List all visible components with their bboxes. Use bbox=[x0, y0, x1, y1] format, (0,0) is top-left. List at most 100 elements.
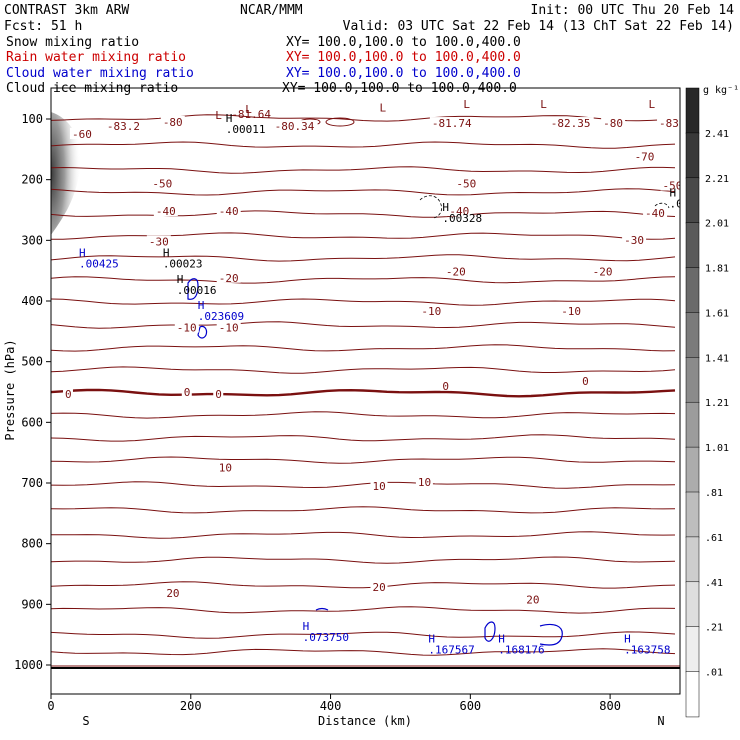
isotherm-line bbox=[51, 141, 676, 149]
contour-label: -50 bbox=[152, 178, 172, 191]
isotherm-line bbox=[51, 366, 676, 374]
contour-label: -20 bbox=[446, 266, 466, 279]
colorbar-swatch bbox=[685, 267, 700, 314]
colorbar-label: .81 bbox=[705, 488, 723, 499]
contour-label: -70 bbox=[635, 150, 655, 163]
contour-label: -10 bbox=[177, 322, 197, 335]
contour-label-bg bbox=[454, 177, 479, 189]
extremum-value: .00425 bbox=[79, 258, 119, 271]
colorbar-label: 1.41 bbox=[705, 353, 729, 364]
contour-label-bg bbox=[153, 205, 178, 217]
extremum-value: .00011 bbox=[226, 123, 266, 136]
colorbar-swatch bbox=[685, 177, 700, 224]
snow-shading bbox=[51, 112, 81, 235]
extremum-value: .00023 bbox=[163, 258, 203, 271]
colorbar-swatch bbox=[685, 401, 700, 448]
field-label-rain: Rain water mixing ratio bbox=[6, 50, 186, 65]
contour-label-bg bbox=[213, 388, 224, 400]
contour-label: -20 bbox=[593, 266, 613, 279]
contour-label-bg bbox=[174, 321, 199, 333]
contour-labels: -80 -83.2 -80.34 -81.74 -82.35 -80 -83.6 -60 -70… bbox=[62, 115, 683, 606]
contour-label-bg bbox=[429, 117, 475, 129]
contour-label: 10 bbox=[219, 462, 232, 475]
organization-label: NCAR/MMM bbox=[240, 3, 303, 18]
contour-label-bg bbox=[164, 587, 182, 599]
isotherm-line bbox=[51, 232, 676, 240]
colorbar-label: .21 bbox=[705, 623, 723, 634]
field-label-snow: Snow mixing ratio bbox=[6, 35, 139, 50]
extrema-markers: LLL L L L-81.64H.00011H.00328H.000H.00023H.… bbox=[79, 98, 680, 657]
extremum-value: .167567 bbox=[428, 644, 474, 657]
field-xy-rain: XY= 100.0,100.0 to 100.0,400.0 bbox=[286, 50, 521, 65]
extremum-mark: L bbox=[649, 98, 656, 111]
init-time: Init: 00 UTC Thu 20 Feb 14 bbox=[531, 3, 735, 18]
contour-label: -50 bbox=[663, 180, 683, 193]
colorbar: 2.41 2.21 2.01 1.81 1.61 1.41 1.21 1.01 .81 .61 .4… bbox=[685, 87, 729, 718]
contour-label: -81.74 bbox=[432, 117, 472, 130]
contour-label: 10 bbox=[418, 476, 431, 489]
contour-label: -40 bbox=[449, 205, 469, 218]
contour-label-bg bbox=[643, 206, 668, 218]
contour-label: 0 bbox=[582, 375, 589, 388]
contour-label: -80.34 bbox=[275, 120, 315, 133]
contour-label: 10 bbox=[372, 480, 385, 493]
contour-label-bg bbox=[150, 177, 175, 189]
contour-label-bg bbox=[272, 120, 318, 132]
contour-label-bg bbox=[216, 461, 234, 473]
contour-label: -30 bbox=[624, 234, 644, 247]
isotherm-line bbox=[51, 188, 676, 196]
y-tick-label: 700 bbox=[21, 476, 43, 490]
field-xy-snow: XY= 100.0,100.0 to 100.0,400.0 bbox=[286, 35, 521, 50]
contour-label-bg bbox=[62, 388, 73, 400]
extremum-mark: H bbox=[177, 273, 184, 286]
y-tick-label: 900 bbox=[21, 597, 43, 611]
x-axis-label: Distance (km) bbox=[318, 714, 412, 728]
colorbar-label: 2.01 bbox=[705, 219, 729, 230]
isotherm-line bbox=[51, 210, 676, 218]
colorbar-label: 1.61 bbox=[705, 308, 729, 319]
colorbar-swatch bbox=[685, 491, 700, 538]
contour-label-bg bbox=[370, 581, 388, 593]
colorbar-label: 1.81 bbox=[705, 264, 729, 275]
extremum-value: .00016 bbox=[177, 284, 217, 297]
contour-label: -30 bbox=[149, 235, 169, 248]
isotherm-line bbox=[51, 531, 676, 539]
isotherm-line bbox=[51, 344, 676, 352]
isotherm-line bbox=[51, 254, 676, 262]
contour-label-bg bbox=[590, 265, 615, 277]
contour-label: 0 bbox=[215, 388, 222, 401]
contour-label-bg bbox=[216, 271, 241, 283]
contour-label: -60 bbox=[72, 128, 92, 141]
contour-label: -10 bbox=[421, 305, 441, 318]
contour-label: -83.2 bbox=[107, 120, 140, 133]
extremum-mark: H bbox=[498, 633, 505, 646]
colorbar-label: .41 bbox=[705, 578, 723, 589]
contour-label: -50 bbox=[456, 178, 476, 191]
contour-label: -80 bbox=[163, 116, 183, 129]
colorbar-swatch bbox=[685, 671, 700, 718]
colorbar-swatch bbox=[685, 626, 700, 673]
field-label-cloud-water: Cloud water mixing ratio bbox=[6, 66, 194, 81]
contour-label: 20 bbox=[166, 587, 179, 600]
colorbar-swatch bbox=[685, 312, 700, 359]
y-tick-label: 1000 bbox=[14, 658, 43, 672]
x-tick-label: 400 bbox=[320, 699, 342, 713]
isotherm-line bbox=[51, 648, 676, 656]
isotherm-line bbox=[51, 388, 676, 398]
isotherm-line bbox=[51, 481, 676, 489]
extremum-mark: L bbox=[540, 98, 547, 111]
closed-contour bbox=[325, 117, 355, 127]
distance-axis: 0 200 400 600 800 bbox=[47, 694, 621, 713]
x-tick-label: 200 bbox=[180, 699, 202, 713]
colorbar-label: 2.41 bbox=[705, 129, 729, 140]
x-tick-label: 600 bbox=[459, 699, 481, 713]
contour-label-bg bbox=[548, 117, 594, 129]
contour-label-bg bbox=[440, 379, 451, 391]
extremum-mark: L bbox=[463, 98, 470, 111]
contour-label-bg bbox=[181, 385, 192, 397]
isotherm-line bbox=[51, 321, 676, 329]
y-tick-label: 200 bbox=[21, 173, 43, 187]
cloud-ice-contours bbox=[419, 195, 670, 219]
contour-label-bg bbox=[146, 235, 171, 247]
